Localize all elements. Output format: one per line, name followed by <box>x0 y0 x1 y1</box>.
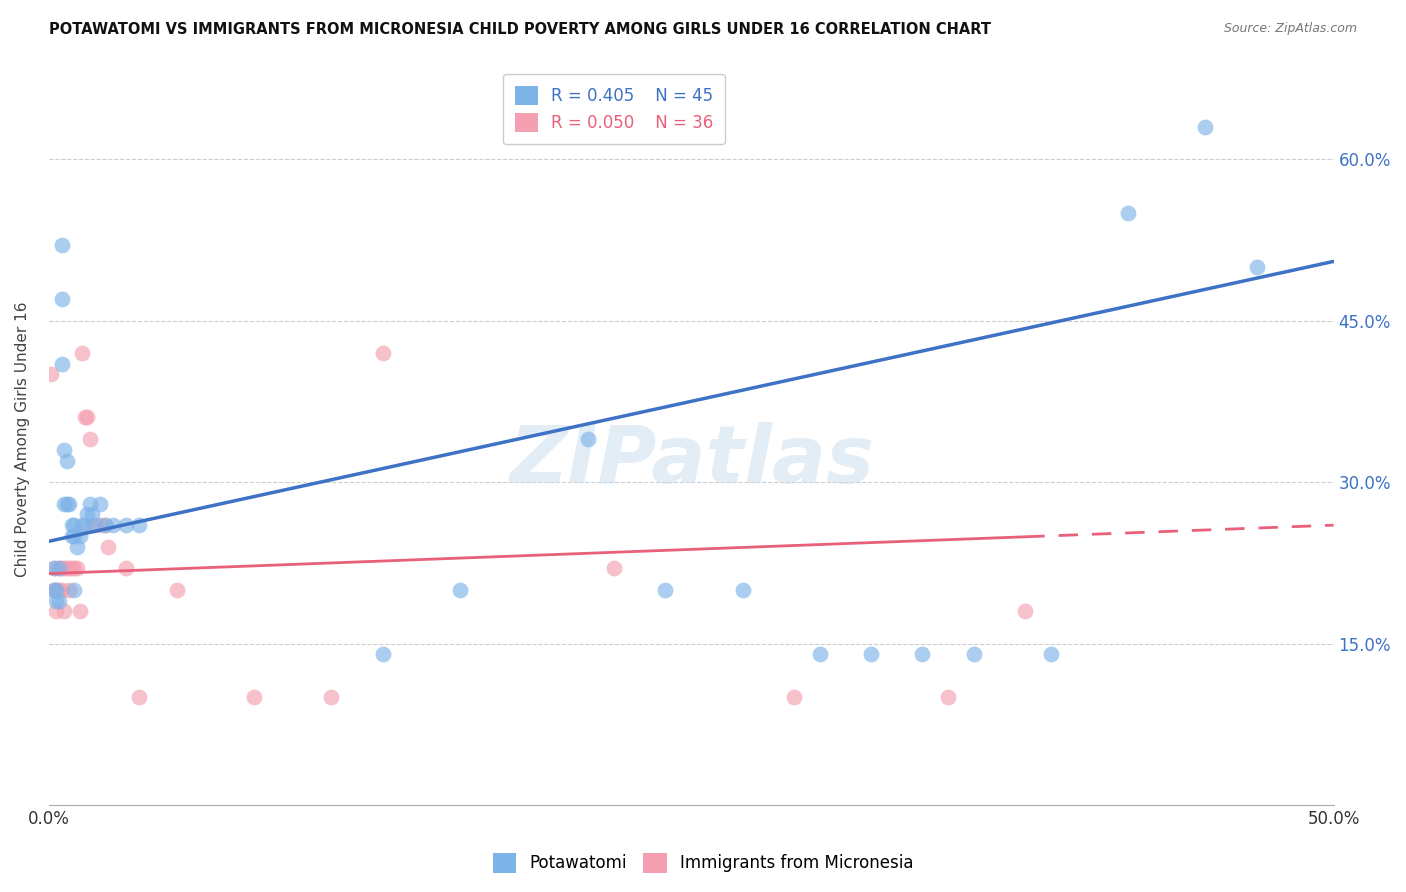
Point <box>53 497 76 511</box>
Point <box>45 604 67 618</box>
Point <box>654 582 676 597</box>
Point <box>166 582 188 597</box>
Point <box>51 238 73 252</box>
Point <box>70 518 93 533</box>
Point <box>731 582 754 597</box>
Point <box>371 346 394 360</box>
Point <box>911 648 934 662</box>
Text: POTAWATOMI VS IMMIGRANTS FROM MICRONESIA CHILD POVERTY AMONG GIRLS UNDER 16 CORR: POTAWATOMI VS IMMIGRANTS FROM MICRONESIA… <box>49 22 991 37</box>
Point <box>55 453 77 467</box>
Point <box>94 518 117 533</box>
Point <box>60 561 83 575</box>
Point <box>45 582 67 597</box>
Point <box>82 518 104 533</box>
Point <box>60 529 83 543</box>
Point <box>82 508 104 522</box>
Point <box>58 561 80 575</box>
Point <box>128 518 150 533</box>
Y-axis label: Child Poverty Among Girls Under 16: Child Poverty Among Girls Under 16 <box>15 301 30 577</box>
Point <box>115 518 138 533</box>
Point <box>42 582 65 597</box>
Point <box>53 442 76 457</box>
Point <box>58 582 80 597</box>
Point <box>73 410 96 425</box>
Point <box>55 497 77 511</box>
Point <box>51 561 73 575</box>
Point <box>1039 648 1062 662</box>
Point <box>42 561 65 575</box>
Point <box>63 561 86 575</box>
Point <box>42 561 65 575</box>
Point <box>55 561 77 575</box>
Point <box>73 518 96 533</box>
Point <box>53 604 76 618</box>
Text: Source: ZipAtlas.com: Source: ZipAtlas.com <box>1223 22 1357 36</box>
Point <box>1014 604 1036 618</box>
Point <box>48 561 70 575</box>
Text: ZIPatlas: ZIPatlas <box>509 422 873 500</box>
Point <box>860 648 883 662</box>
Point <box>45 582 67 597</box>
Point <box>84 518 107 533</box>
Point <box>48 593 70 607</box>
Point <box>76 508 98 522</box>
Point <box>576 432 599 446</box>
Point <box>69 529 91 543</box>
Point <box>783 690 806 705</box>
Point <box>94 518 117 533</box>
Point <box>48 582 70 597</box>
Point <box>963 648 986 662</box>
Point <box>79 432 101 446</box>
Point <box>58 497 80 511</box>
Point <box>243 690 266 705</box>
Point <box>101 518 124 533</box>
Point <box>66 540 89 554</box>
Legend: Potawatomi, Immigrants from Micronesia: Potawatomi, Immigrants from Micronesia <box>486 847 920 880</box>
Point <box>808 648 831 662</box>
Point <box>1194 120 1216 134</box>
Point <box>371 648 394 662</box>
Point <box>79 497 101 511</box>
Point <box>70 346 93 360</box>
Point <box>63 529 86 543</box>
Point <box>603 561 626 575</box>
Point <box>45 593 67 607</box>
Point <box>936 690 959 705</box>
Point <box>115 561 138 575</box>
Point <box>89 497 111 511</box>
Point <box>63 518 86 533</box>
Point <box>89 518 111 533</box>
Point <box>42 582 65 597</box>
Point <box>1116 206 1139 220</box>
Point <box>51 357 73 371</box>
Point <box>48 561 70 575</box>
Point <box>51 582 73 597</box>
Point <box>1246 260 1268 274</box>
Point <box>63 582 86 597</box>
Point <box>66 561 89 575</box>
Point <box>449 582 471 597</box>
Legend: R = 0.405    N = 45, R = 0.050    N = 36: R = 0.405 N = 45, R = 0.050 N = 36 <box>503 74 725 145</box>
Point <box>97 540 120 554</box>
Point <box>41 368 63 382</box>
Point <box>51 292 73 306</box>
Point <box>76 410 98 425</box>
Point <box>69 604 91 618</box>
Point <box>128 690 150 705</box>
Point <box>321 690 343 705</box>
Point <box>60 518 83 533</box>
Point <box>53 561 76 575</box>
